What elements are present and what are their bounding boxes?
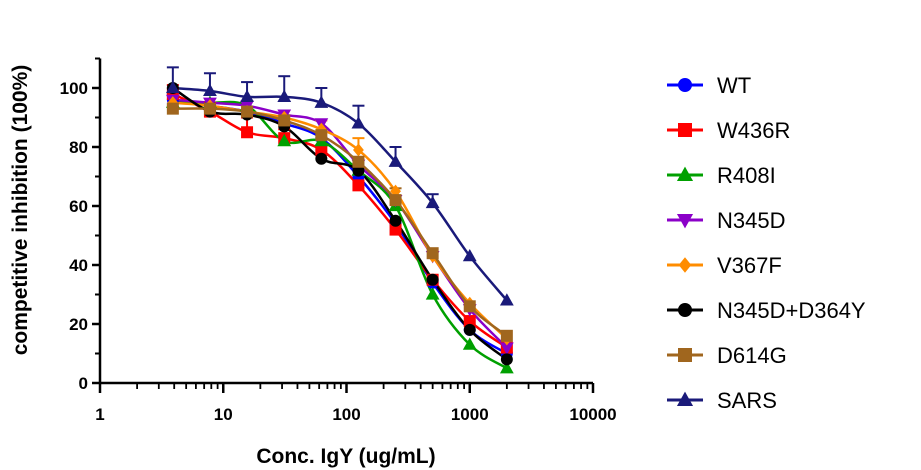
data-point-n345d (499, 342, 514, 355)
legend-marker (678, 257, 692, 273)
x-tick-label: 1000 (451, 405, 489, 424)
data-point-r408i (462, 337, 477, 350)
legend-label: W436R (717, 118, 790, 143)
legend-label: N345D (717, 208, 785, 233)
x-tick-label: 1 (95, 405, 104, 424)
data-point-d614g (389, 194, 402, 207)
data-point-w436r (463, 315, 476, 328)
data-point-sars (388, 154, 403, 167)
data-point-sars (277, 89, 292, 102)
x-tick-label: 10000 (569, 405, 616, 424)
data-point-n345d-d364y (500, 353, 513, 366)
y-tick-label: 20 (69, 315, 88, 334)
data-point-sars (462, 248, 477, 262)
data-point-sars (351, 116, 366, 129)
data-point-sars (425, 195, 440, 209)
data-points (165, 80, 514, 374)
fit-curve-n345d (172, 98, 508, 349)
data-point-sars (240, 89, 254, 102)
legend-label: V367F (717, 253, 782, 278)
data-point-d614g (463, 300, 476, 313)
legend-label: D614G (717, 343, 787, 368)
data-point-d614g (426, 247, 439, 260)
legend-marker (676, 166, 694, 181)
data-point-n345d-d364y (315, 152, 328, 165)
data-point-w436r (352, 179, 365, 192)
legend-marker (676, 214, 694, 229)
legend-label: SARS (717, 388, 777, 413)
data-point-r408i (277, 133, 292, 147)
data-point-sars (203, 83, 217, 97)
legend: WT W436R R408I N345D V367F N345D+D364Y D614G SA… (667, 73, 866, 413)
axes: 0 20 40 60 80 100 1 10 100 1000 10000 (60, 57, 617, 424)
data-point-d614g (166, 102, 179, 115)
fit-curve-n345d-d364y (172, 86, 508, 361)
y-tick-label: 0 (79, 374, 88, 393)
data-point-d614g (315, 129, 328, 142)
legend-label: N345D+D364Y (717, 298, 866, 323)
data-point-n345d-d364y (463, 323, 476, 336)
x-tick-label: 10 (214, 405, 233, 424)
fit-curve-v367f (172, 101, 508, 340)
data-point-d614g (278, 114, 291, 127)
legend-label: WT (717, 73, 751, 98)
data-point-d614g (241, 105, 254, 118)
data-point-sars (314, 95, 329, 108)
legend-marker (678, 78, 692, 92)
data-point-d614g (500, 329, 513, 342)
y-tick-label: 100 (60, 79, 88, 98)
legend-marker (678, 348, 692, 362)
fit-curve-r408i (172, 100, 508, 370)
legend-marker (676, 391, 694, 406)
data-point-n345d-d364y (426, 273, 439, 286)
y-tick-label: 80 (69, 138, 88, 157)
data-point-w436r (389, 223, 402, 236)
error-bars (166, 66, 439, 204)
data-point-sars (499, 293, 514, 306)
fit-curve-w436r (172, 92, 508, 349)
data-point-r408i (425, 287, 440, 300)
x-tick-label: 100 (332, 405, 360, 424)
data-point-n345d-d364y (389, 214, 402, 227)
data-point-sars (165, 80, 180, 94)
fit-curves (172, 86, 508, 370)
fit-curve-d614g (172, 107, 508, 337)
data-point-w436r (241, 126, 254, 139)
legend-label: R408I (717, 163, 776, 188)
data-point-v367f (353, 143, 364, 157)
x-axis-title: Conc. IgY (ug/mL) (256, 445, 435, 468)
y-tick-label: 60 (69, 197, 88, 216)
data-point-d614g (203, 102, 216, 115)
data-point-r408i (499, 361, 514, 374)
data-point-w436r (315, 143, 328, 156)
fit-curve-sars (172, 86, 508, 302)
legend-marker (678, 123, 692, 137)
y-axis-title: competitive inhibition (100%) (9, 65, 32, 356)
y-tick-label: 40 (69, 256, 88, 275)
legend-marker (678, 303, 692, 317)
data-point-d614g (352, 155, 365, 168)
